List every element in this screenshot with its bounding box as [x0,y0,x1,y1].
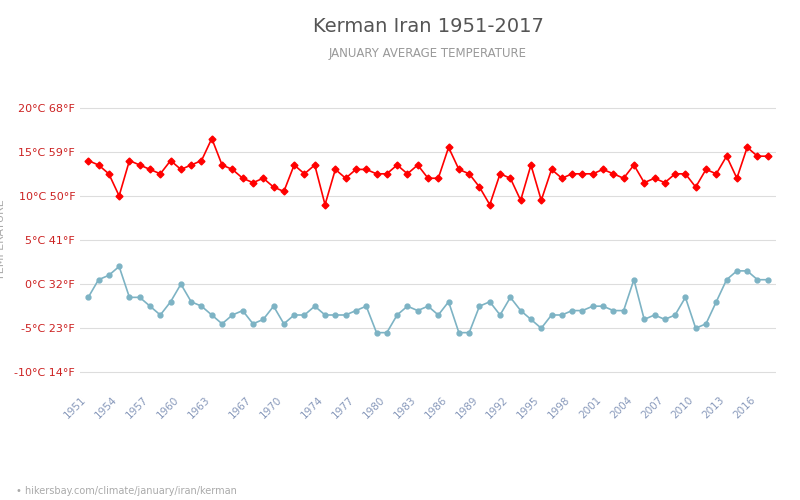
NIGHT [413,308,422,314]
NIGHT [372,330,382,336]
NIGHT [176,281,186,287]
NIGHT [83,294,93,300]
NIGHT [114,264,124,270]
Text: • hikersbay.com/climate/january/iran/kerman: • hikersbay.com/climate/january/iran/ker… [16,486,237,496]
DAY [763,153,773,159]
Y-axis label: TEMPERATURE: TEMPERATURE [0,200,6,280]
DAY [722,153,731,159]
DAY [320,202,330,207]
DAY [166,158,175,164]
DAY [83,158,93,164]
Line: NIGHT: NIGHT [86,264,770,335]
DAY [413,162,422,168]
NIGHT [382,330,392,336]
DAY [135,162,145,168]
NIGHT [619,308,629,314]
DAY [207,136,217,141]
DAY [619,175,629,181]
DAY [382,171,392,177]
NIGHT [722,276,731,282]
NIGHT [763,276,773,282]
NIGHT [146,303,155,309]
Text: Kerman Iran 1951-2017: Kerman Iran 1951-2017 [313,18,543,36]
Text: JANUARY AVERAGE TEMPERATURE: JANUARY AVERAGE TEMPERATURE [329,48,527,60]
Line: DAY: DAY [86,136,770,207]
